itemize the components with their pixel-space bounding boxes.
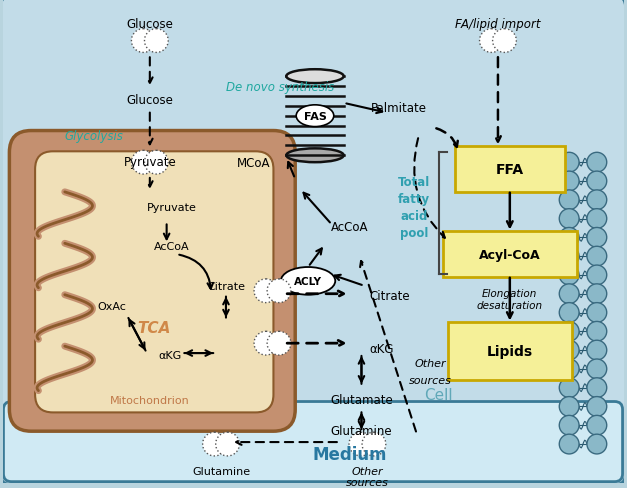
Text: Citrate: Citrate xyxy=(369,289,410,303)
Circle shape xyxy=(267,332,291,355)
Circle shape xyxy=(587,415,607,435)
Text: AcCoA: AcCoA xyxy=(154,242,189,252)
Text: Medium: Medium xyxy=(312,445,387,463)
Text: Glutamine: Glutamine xyxy=(330,425,393,437)
Circle shape xyxy=(254,279,278,303)
Text: Palmitate: Palmitate xyxy=(371,102,427,115)
Circle shape xyxy=(559,434,579,454)
Text: Lipids: Lipids xyxy=(487,345,533,358)
Text: Pyruvate: Pyruvate xyxy=(124,156,176,169)
Text: Glutamine: Glutamine xyxy=(192,466,250,476)
Text: TCA: TCA xyxy=(137,320,171,335)
Circle shape xyxy=(559,378,579,398)
Text: Cell: Cell xyxy=(424,387,453,402)
Circle shape xyxy=(587,265,607,285)
Text: Other: Other xyxy=(352,466,383,476)
Circle shape xyxy=(559,265,579,285)
Circle shape xyxy=(559,153,579,173)
Text: OxAc: OxAc xyxy=(98,301,127,311)
Ellipse shape xyxy=(296,105,334,127)
Circle shape xyxy=(587,153,607,173)
Text: αKG: αKG xyxy=(369,342,394,355)
Circle shape xyxy=(493,30,517,53)
Text: αKG: αKG xyxy=(158,350,181,360)
Ellipse shape xyxy=(281,267,335,295)
Circle shape xyxy=(559,247,579,266)
Circle shape xyxy=(559,172,579,191)
Circle shape xyxy=(587,284,607,304)
Text: FFA: FFA xyxy=(496,163,524,177)
Text: Pyruvate: Pyruvate xyxy=(147,203,196,212)
Circle shape xyxy=(559,209,579,229)
Ellipse shape xyxy=(287,149,344,163)
Text: sources: sources xyxy=(409,375,452,385)
Text: Glucose: Glucose xyxy=(127,18,173,31)
Text: Elongation
desaturation: Elongation desaturation xyxy=(477,288,543,310)
Text: Glutamate: Glutamate xyxy=(330,393,393,406)
Text: sources: sources xyxy=(346,477,389,487)
Text: Acyl-CoA: Acyl-CoA xyxy=(479,248,540,261)
Circle shape xyxy=(132,30,155,53)
FancyBboxPatch shape xyxy=(443,232,577,277)
Text: Other: Other xyxy=(415,358,446,368)
Text: FA/lipid import: FA/lipid import xyxy=(455,18,540,31)
Circle shape xyxy=(267,279,291,303)
Circle shape xyxy=(559,415,579,435)
Circle shape xyxy=(587,209,607,229)
Circle shape xyxy=(587,190,607,210)
Circle shape xyxy=(587,172,607,191)
Circle shape xyxy=(559,341,579,360)
Ellipse shape xyxy=(287,70,344,84)
Circle shape xyxy=(203,432,226,456)
Circle shape xyxy=(587,434,607,454)
Circle shape xyxy=(559,284,579,304)
Text: Total
fatty
acid
pool: Total fatty acid pool xyxy=(398,175,430,239)
Text: AcCoA: AcCoA xyxy=(331,221,368,233)
Circle shape xyxy=(587,341,607,360)
Circle shape xyxy=(587,247,607,266)
Circle shape xyxy=(559,303,579,323)
FancyBboxPatch shape xyxy=(448,323,572,380)
Text: Mitochondrion: Mitochondrion xyxy=(110,395,190,405)
Circle shape xyxy=(254,332,278,355)
Circle shape xyxy=(559,228,579,248)
FancyBboxPatch shape xyxy=(455,147,565,192)
Text: FAS: FAS xyxy=(303,111,327,122)
Text: De novo synthesis: De novo synthesis xyxy=(226,81,334,93)
Text: MCoA: MCoA xyxy=(237,156,270,169)
Circle shape xyxy=(144,151,168,175)
FancyBboxPatch shape xyxy=(9,131,295,431)
Circle shape xyxy=(216,432,240,456)
Text: ACLY: ACLY xyxy=(294,276,322,286)
FancyBboxPatch shape xyxy=(4,402,623,482)
Circle shape xyxy=(559,397,579,416)
Circle shape xyxy=(559,190,579,210)
Circle shape xyxy=(587,303,607,323)
Circle shape xyxy=(587,378,607,398)
Circle shape xyxy=(587,322,607,342)
Circle shape xyxy=(587,397,607,416)
Circle shape xyxy=(587,359,607,379)
Text: Glucose: Glucose xyxy=(127,94,173,107)
Text: Citrate: Citrate xyxy=(207,281,245,291)
Circle shape xyxy=(349,432,372,456)
Text: Glycolysis: Glycolysis xyxy=(65,130,124,142)
Circle shape xyxy=(132,151,155,175)
FancyBboxPatch shape xyxy=(35,152,273,412)
Circle shape xyxy=(587,228,607,248)
Circle shape xyxy=(144,30,168,53)
Circle shape xyxy=(480,30,503,53)
Circle shape xyxy=(559,322,579,342)
Circle shape xyxy=(559,359,579,379)
Circle shape xyxy=(362,432,386,456)
